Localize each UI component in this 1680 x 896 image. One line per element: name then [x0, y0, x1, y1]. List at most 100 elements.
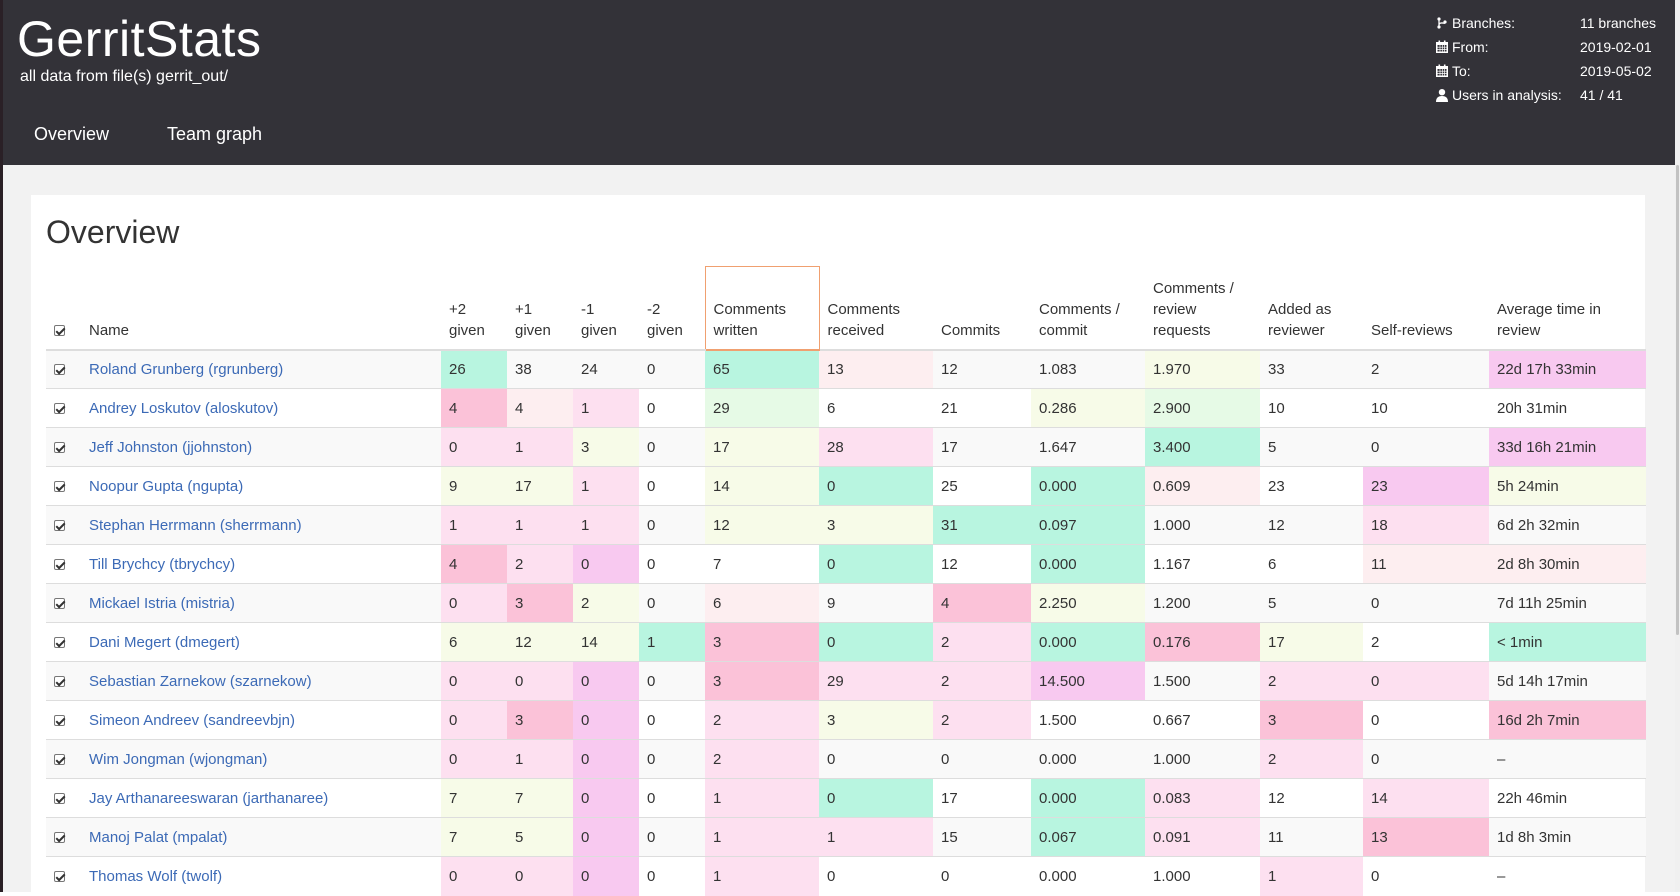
cell-plus1-given: 7: [507, 778, 573, 818]
overview-table: Name +2 given +1 given -1 given -2 given…: [46, 266, 1646, 896]
user-profile-link[interactable]: Thomas Wolf (twolf): [89, 867, 223, 885]
row-checkbox-cell: [46, 661, 81, 701]
column-header-name[interactable]: Name: [81, 266, 441, 351]
cell-plus1-given: 5: [507, 817, 573, 857]
column-header-comments-per-commit[interactable]: Comments / commit: [1031, 266, 1145, 351]
cell-plus2-given: 0: [441, 700, 507, 740]
row-checkbox[interactable]: [54, 559, 65, 571]
from-row: From: 2019-02-01: [1435, 38, 1675, 58]
table-row: Roland Grunberg (rgrunberg) 26 38 24 0 65 13 12…: [46, 349, 1646, 389]
row-checkbox[interactable]: [54, 364, 65, 376]
column-header-comments-written[interactable]: Comments written: [704, 266, 820, 351]
cell-comments-received: 0: [819, 739, 933, 779]
cell-comments-per-commit: 0.000: [1031, 778, 1145, 818]
user-name-cell: Manoj Palat (mpalat): [81, 817, 441, 857]
cell-self-reviews: 0: [1363, 583, 1489, 623]
user-profile-link[interactable]: Till Brychcy (tbrychcy): [89, 555, 236, 573]
cell-comments-written: 1: [705, 817, 819, 857]
column-header-average-time[interactable]: Average time in review: [1489, 266, 1646, 351]
cell-minus2-given: 0: [639, 700, 705, 740]
user-profile-link[interactable]: Jeff Johnston (jjohnston): [89, 438, 253, 456]
column-header-plus1-given[interactable]: +1 given: [507, 266, 573, 351]
row-checkbox[interactable]: [54, 871, 65, 883]
select-all-checkbox-cell: [46, 266, 81, 351]
cell-commits: 12: [933, 349, 1031, 389]
cell-commits: 25: [933, 466, 1031, 506]
user-name-cell: Roland Grunberg (rgrunberg): [81, 349, 441, 389]
tab-team-graph[interactable]: Team graph: [167, 124, 263, 144]
row-checkbox[interactable]: [54, 676, 65, 688]
cell-comments-per-review: 1.000: [1145, 856, 1260, 896]
row-checkbox[interactable]: [54, 715, 65, 727]
users-label: Users in analysis:: [1452, 87, 1562, 103]
app-title: GerritStats: [17, 11, 262, 67]
user-profile-link[interactable]: Simeon Andreev (sandreevbjn): [89, 711, 295, 729]
user-profile-link[interactable]: Roland Grunberg (rgrunberg): [89, 360, 284, 378]
cell-comments-per-review: 3.400: [1145, 427, 1260, 467]
cell-plus2-given: 9: [441, 466, 507, 506]
cell-comments-written: 2: [705, 700, 819, 740]
cell-comments-per-commit: 1.647: [1031, 427, 1145, 467]
table-row: Jay Arthanareeswaran (jarthanaree) 7 7 0 0 1 0…: [46, 778, 1646, 818]
row-checkbox[interactable]: [54, 520, 65, 532]
cell-average-time: 2d 8h 30min: [1489, 544, 1646, 584]
tab-overview[interactable]: Overview: [34, 124, 110, 144]
row-checkbox[interactable]: [54, 793, 65, 805]
cell-minus2-given: 0: [639, 544, 705, 584]
row-checkbox[interactable]: [54, 442, 65, 454]
select-all-checkbox[interactable]: [54, 325, 65, 337]
user-profile-link[interactable]: Noopur Gupta (ngupta): [89, 477, 244, 495]
user-profile-link[interactable]: Manoj Palat (mpalat): [89, 828, 228, 846]
cell-added-as-reviewer: 5: [1260, 427, 1363, 467]
column-header-self-reviews[interactable]: Self-reviews: [1363, 266, 1489, 351]
cell-average-time: 33d 16h 21min: [1489, 427, 1646, 467]
cell-average-time: 7d 11h 25min: [1489, 583, 1646, 623]
user-profile-link[interactable]: Mickael Istria (mistria): [89, 594, 235, 612]
cell-comments-per-commit: 0.000: [1031, 622, 1145, 662]
column-header-minus2-given[interactable]: -2 given: [639, 266, 705, 351]
cell-average-time: –: [1489, 856, 1646, 896]
cell-average-time: < 1min: [1489, 622, 1646, 662]
column-header-commits[interactable]: Commits: [933, 266, 1031, 351]
column-header-plus2-given[interactable]: +2 given: [441, 266, 507, 351]
branches-label: Branches:: [1452, 15, 1516, 31]
cell-plus2-given: 0: [441, 856, 507, 896]
cell-comments-per-commit: 14.500: [1031, 661, 1145, 701]
cell-plus2-given: 0: [441, 583, 507, 623]
cell-average-time: 20h 31min: [1489, 388, 1646, 428]
calendar-icon: [1435, 64, 1449, 78]
column-header-comments-per-review[interactable]: Comments / review requests: [1145, 266, 1260, 351]
cell-average-time: –: [1489, 739, 1646, 779]
row-checkbox[interactable]: [54, 598, 65, 610]
row-checkbox[interactable]: [54, 832, 65, 844]
cell-minus1-given: 24: [573, 349, 639, 389]
cell-comments-written: 7: [705, 544, 819, 584]
cell-comments-per-review: 2.900: [1145, 388, 1260, 428]
row-checkbox[interactable]: [54, 637, 65, 649]
user-profile-link[interactable]: Jay Arthanareeswaran (jarthanaree): [89, 789, 329, 807]
cell-plus2-given: 4: [441, 544, 507, 584]
cell-average-time: 22h 46min: [1489, 778, 1646, 818]
user-profile-link[interactable]: Andrey Loskutov (aloskutov): [89, 399, 279, 417]
scrollbar-thumb[interactable]: [1676, 165, 1679, 635]
cell-added-as-reviewer: 17: [1260, 622, 1363, 662]
row-checkbox[interactable]: [54, 754, 65, 766]
table-header-row: Name +2 given +1 given -1 given -2 given…: [46, 266, 1646, 351]
cell-minus1-given: 3: [573, 427, 639, 467]
cell-comments-received: 0: [819, 544, 933, 584]
column-header-comments-received[interactable]: Comments received: [819, 266, 933, 351]
cell-comments-per-review: 1.500: [1145, 661, 1260, 701]
cell-added-as-reviewer: 33: [1260, 349, 1363, 389]
user-profile-link[interactable]: Dani Megert (dmegert): [89, 633, 240, 651]
user-profile-link[interactable]: Stephan Herrmann (sherrmann): [89, 516, 302, 534]
column-header-minus1-given[interactable]: -1 given: [573, 266, 639, 351]
cell-plus2-given: 7: [441, 817, 507, 857]
cell-comments-received: 13: [819, 349, 933, 389]
user-profile-link[interactable]: Wim Jongman (wjongman): [89, 750, 268, 768]
user-profile-link[interactable]: Sebastian Zarnekow (szarnekow): [89, 672, 312, 690]
column-header-added-as-reviewer[interactable]: Added as reviewer: [1260, 266, 1363, 351]
cell-comments-received: 0: [819, 856, 933, 896]
row-checkbox[interactable]: [54, 481, 65, 493]
row-checkbox[interactable]: [54, 403, 65, 415]
table-row: Wim Jongman (wjongman) 0 1 0 0 2 0 0 0.000 1.000 2…: [46, 739, 1646, 779]
